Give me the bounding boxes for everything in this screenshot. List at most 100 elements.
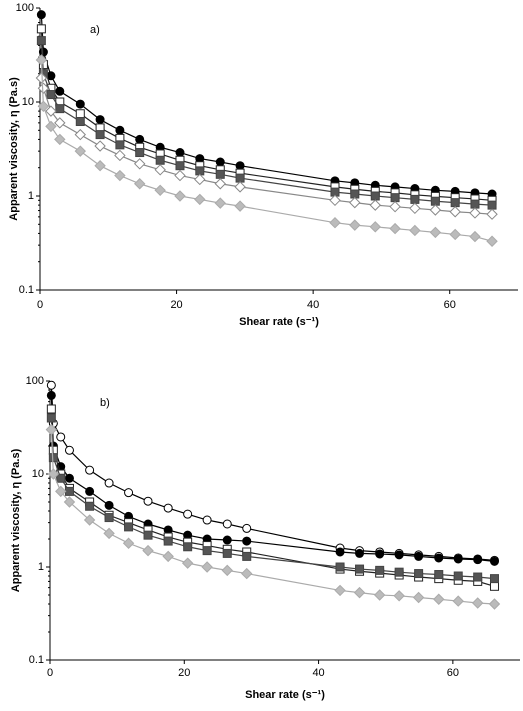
marker xyxy=(35,54,48,66)
marker xyxy=(414,569,424,579)
y-tick-label: 10 xyxy=(22,96,34,108)
marker xyxy=(46,380,56,390)
marker xyxy=(469,207,481,219)
marker xyxy=(75,109,85,119)
marker xyxy=(95,130,105,140)
marker xyxy=(95,115,105,125)
marker xyxy=(163,503,173,513)
marker xyxy=(242,551,252,561)
marker xyxy=(412,591,425,604)
marker xyxy=(329,194,341,207)
marker xyxy=(449,228,461,241)
y-tick-label: 0.1 xyxy=(19,284,34,296)
marker xyxy=(142,544,154,557)
marker xyxy=(349,219,361,231)
x-tick-label: 20 xyxy=(178,667,190,679)
marker xyxy=(75,117,85,127)
marker xyxy=(154,164,166,176)
marker xyxy=(449,206,461,218)
marker xyxy=(74,145,86,157)
marker xyxy=(375,549,385,559)
marker xyxy=(56,473,66,483)
marker xyxy=(201,561,213,573)
marker xyxy=(174,169,186,182)
marker xyxy=(115,125,125,135)
marker xyxy=(54,117,66,129)
marker xyxy=(104,500,114,510)
marker xyxy=(162,550,174,563)
marker xyxy=(35,72,48,84)
marker xyxy=(414,551,424,561)
marker xyxy=(394,550,404,560)
y-tick-label: 100 xyxy=(26,375,44,387)
marker xyxy=(103,527,115,540)
marker xyxy=(202,546,212,556)
y-tick-label: 10 xyxy=(32,468,44,480)
marker xyxy=(235,161,245,171)
marker xyxy=(489,581,499,591)
marker xyxy=(470,199,480,209)
marker xyxy=(410,194,420,204)
marker xyxy=(489,574,499,584)
marker xyxy=(370,191,380,201)
series-line xyxy=(50,408,495,587)
marker xyxy=(373,589,386,601)
x-axis-title: Shear rate (s⁻¹) xyxy=(245,689,325,701)
marker xyxy=(36,36,46,46)
y-tick-label: 1 xyxy=(38,561,44,573)
marker xyxy=(55,104,65,114)
marker xyxy=(133,158,146,170)
marker xyxy=(155,155,165,165)
marker xyxy=(64,486,74,496)
marker xyxy=(434,553,444,563)
marker xyxy=(353,586,366,599)
x-tick-label: 0 xyxy=(47,667,53,679)
marker xyxy=(202,515,212,525)
series-line xyxy=(50,429,495,605)
marker xyxy=(215,169,225,179)
marker xyxy=(409,224,421,237)
marker xyxy=(389,222,401,235)
marker xyxy=(409,202,421,214)
marker xyxy=(45,105,57,117)
y-tick-label: 1 xyxy=(28,190,34,202)
marker xyxy=(55,86,65,96)
marker xyxy=(369,221,381,233)
marker xyxy=(215,157,225,167)
marker xyxy=(94,140,106,152)
marker xyxy=(55,485,67,498)
marker xyxy=(114,169,126,182)
marker xyxy=(143,530,153,540)
x-tick-label: 40 xyxy=(312,667,324,679)
series-line xyxy=(50,417,495,580)
marker xyxy=(473,555,483,565)
marker xyxy=(124,522,134,532)
marker xyxy=(37,100,50,113)
marker xyxy=(369,199,381,211)
series-line xyxy=(40,59,493,242)
marker xyxy=(133,178,146,190)
marker xyxy=(104,478,114,488)
marker xyxy=(194,173,206,186)
y-tick-label: 100 xyxy=(16,2,34,14)
marker xyxy=(393,590,405,602)
panel-label: a) xyxy=(90,24,100,36)
marker xyxy=(390,193,400,203)
marker xyxy=(452,595,464,607)
series-line xyxy=(40,28,493,201)
marker xyxy=(450,198,460,208)
y-axis-title: Apparent viscosity, η (Pa.s) xyxy=(8,77,20,221)
marker xyxy=(154,184,166,197)
x-tick-label: 60 xyxy=(447,667,459,679)
marker xyxy=(222,519,232,529)
marker xyxy=(75,99,85,109)
marker xyxy=(242,523,252,533)
marker xyxy=(85,465,95,475)
marker xyxy=(163,536,173,546)
x-tick-label: 40 xyxy=(307,299,319,311)
marker xyxy=(486,208,498,220)
marker xyxy=(469,230,481,243)
marker xyxy=(242,536,252,546)
marker xyxy=(375,565,385,575)
marker xyxy=(115,140,125,150)
